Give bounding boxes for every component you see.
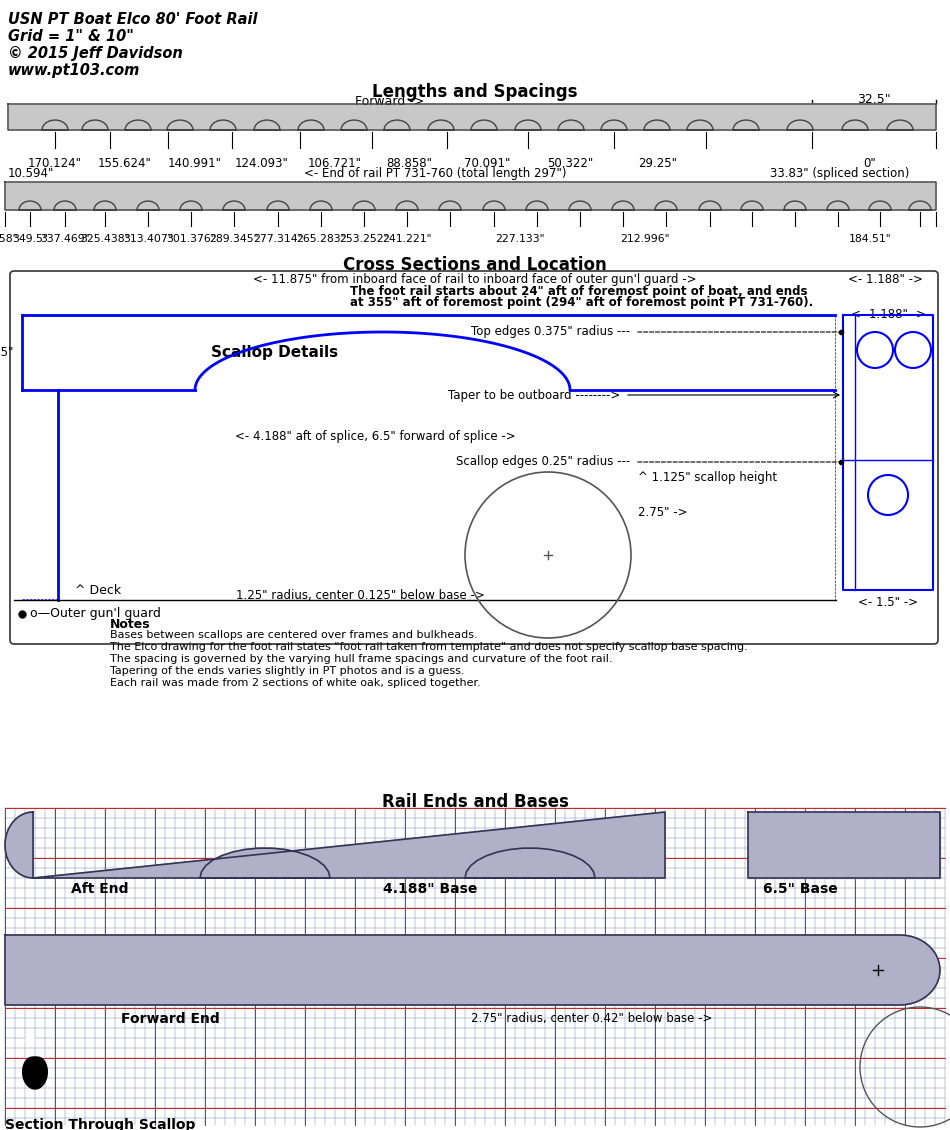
Text: <- 1.188" ->: <- 1.188" -> [850,308,925,321]
Text: 155.624": 155.624" [98,157,152,170]
Polygon shape [5,812,665,878]
Text: 184.51": 184.51" [848,234,891,244]
Text: Scallop Details: Scallop Details [212,345,338,360]
Text: Grid = 1" & 10": Grid = 1" & 10" [8,29,134,44]
Text: 6.5" Base: 6.5" Base [763,883,837,896]
Text: 337.469": 337.469" [40,234,89,244]
Polygon shape [748,812,940,878]
Text: Forward ->: Forward -> [355,95,425,108]
Text: The Elco drawing for the foot rail states "foot rail taken from template" and do: The Elco drawing for the foot rail state… [110,642,748,652]
Text: 170.124": 170.124" [28,157,82,170]
Text: 325.438": 325.438" [80,234,130,244]
Text: Section Through Scallop: Section Through Scallop [5,1118,196,1130]
FancyBboxPatch shape [10,271,938,644]
Text: 253.252": 253.252" [339,234,389,244]
Text: 88.858": 88.858" [386,157,432,170]
Text: 1.25" radius, center 0.125" below base ->: 1.25" radius, center 0.125" below base -… [236,589,484,602]
Text: <- 11.875" from inboard face of rail to inboard face of outer gun'l guard ->: <- 11.875" from inboard face of rail to … [254,273,696,286]
Polygon shape [5,935,940,1005]
Text: 277.314": 277.314" [254,234,303,244]
Text: www.pt103.com: www.pt103.com [8,63,141,78]
Text: © 2015 Jeff Davidson: © 2015 Jeff Davidson [8,46,182,61]
Text: 10.594": 10.594" [8,167,54,180]
Text: USN PT Boat Elco 80' Foot Rail: USN PT Boat Elco 80' Foot Rail [8,12,257,27]
Text: 29.25": 29.25" [638,157,677,170]
Text: Each rail was made from 2 sections of white oak, spliced together.: Each rail was made from 2 sections of wh… [110,678,481,688]
Text: 349.5": 349.5" [12,234,48,244]
Circle shape [25,1035,35,1045]
Text: Cross Sections and Location: Cross Sections and Location [343,257,607,273]
Text: 289.345": 289.345" [209,234,258,244]
Text: 50.322": 50.322" [547,157,593,170]
Text: 0.75": 0.75" [0,346,14,358]
Text: 2.75" radius, center 0.42" below base ->: 2.75" radius, center 0.42" below base -> [471,1012,712,1025]
Text: 106.721": 106.721" [308,157,362,170]
Text: 33.83" (spliced section): 33.83" (spliced section) [770,167,910,180]
Text: Notes: Notes [110,618,151,631]
Text: 358": 358" [0,234,18,244]
Text: 4.188" Base: 4.188" Base [383,883,477,896]
Text: ^ 1.125" scallop height: ^ 1.125" scallop height [638,470,777,484]
Text: 241.221": 241.221" [382,234,431,244]
Text: 227.133": 227.133" [495,234,544,244]
Text: Aft End: Aft End [71,883,129,896]
Text: <- 1.5" ->: <- 1.5" -> [858,596,918,609]
Text: ^ Deck: ^ Deck [75,584,122,597]
Text: <- End of rail PT 731-760 (total length 297"): <- End of rail PT 731-760 (total length … [304,167,566,180]
Polygon shape [23,1057,48,1089]
Polygon shape [5,182,936,210]
Text: 70.091": 70.091" [464,157,510,170]
Text: The spacing is governed by the varying hull frame spacings and curvature of the : The spacing is governed by the varying h… [110,654,613,664]
Text: Scallop edges 0.25" radius ---: Scallop edges 0.25" radius --- [456,455,630,469]
Text: 313.407": 313.407" [124,234,173,244]
Text: 140.991": 140.991" [168,157,222,170]
Text: o—Outer gun'l guard: o—Outer gun'l guard [30,608,161,620]
Text: 0": 0" [864,157,876,170]
Text: Rail Ends and Bases: Rail Ends and Bases [382,793,568,811]
Text: 265.283": 265.283" [296,234,346,244]
Text: <- 1.188" ->: <- 1.188" -> [847,273,922,286]
Text: Tapering of the ends varies slightly in PT photos and is a guess.: Tapering of the ends varies slightly in … [110,666,465,676]
Text: 2.75" ->: 2.75" -> [638,505,688,519]
Text: 212.996": 212.996" [620,234,670,244]
Text: 32.5": 32.5" [857,93,891,106]
Text: 124.093": 124.093" [235,157,289,170]
Text: Bases between scallops are centered over frames and bulkheads.: Bases between scallops are centered over… [110,631,478,640]
Text: Top edges 0.375" radius ---: Top edges 0.375" radius --- [471,325,630,339]
Text: Lengths and Spacings: Lengths and Spacings [372,82,578,101]
Text: at 355" aft of foremost point (294" aft of foremost point PT 731-760).: at 355" aft of foremost point (294" aft … [350,296,813,308]
Text: The foot rail starts about 24" aft of foremost point of boat, and ends: The foot rail starts about 24" aft of fo… [350,285,808,298]
Text: <- 4.188" aft of splice, 6.5" forward of splice ->: <- 4.188" aft of splice, 6.5" forward of… [235,431,515,443]
Text: 301.376": 301.376" [166,234,216,244]
Text: Forward End: Forward End [121,1012,219,1026]
Polygon shape [8,104,936,130]
Text: Taper to be outboard -------->: Taper to be outboard --------> [447,389,620,401]
